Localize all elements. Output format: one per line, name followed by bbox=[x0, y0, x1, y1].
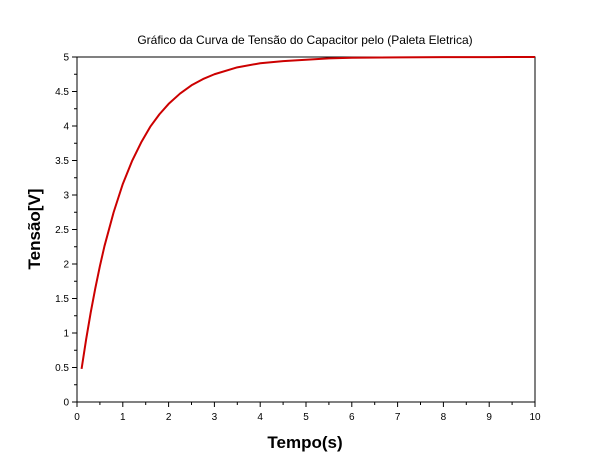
x-tick-label: 0 bbox=[74, 412, 80, 423]
y-tick-label: 3.5 bbox=[55, 156, 69, 167]
x-tick-label: 2 bbox=[166, 412, 172, 423]
x-tick-label: 4 bbox=[257, 412, 263, 423]
y-tick-label: 0 bbox=[63, 398, 69, 409]
y-tick-label: 3 bbox=[63, 191, 69, 202]
x-tick-label: 9 bbox=[486, 412, 492, 423]
series-line bbox=[80, 56, 536, 370]
x-tick-label: 3 bbox=[212, 412, 218, 423]
x-axis: 0 1 2 3 4 5 6 7 8 9 10 bbox=[74, 402, 541, 423]
x-tick-label: 8 bbox=[441, 412, 447, 423]
series-layer bbox=[80, 56, 536, 370]
y-tick-label: 4.5 bbox=[55, 87, 69, 98]
y-tick-label: 0.5 bbox=[55, 363, 69, 374]
chart-title: Gráfico da Curva de Tensão do Capacitor … bbox=[137, 33, 472, 47]
x-axis-label: Tempo(s) bbox=[267, 433, 342, 452]
y-axis: 0 0.5 1 1.5 2 2.5 3 3.5 4 4.5 5 bbox=[55, 53, 77, 409]
y-tick-label: 2.5 bbox=[55, 225, 69, 236]
y-tick-label: 1.5 bbox=[55, 294, 69, 305]
y-tick-label: 4 bbox=[63, 122, 69, 133]
y-tick-label: 5 bbox=[63, 53, 69, 64]
x-tick-label: 6 bbox=[349, 412, 355, 423]
x-tick-label: 5 bbox=[303, 412, 309, 423]
x-tick-label: 1 bbox=[120, 412, 126, 423]
x-tick-label: 7 bbox=[395, 412, 401, 423]
x-tick-label: 10 bbox=[529, 412, 541, 423]
y-tick-label: 1 bbox=[63, 329, 69, 340]
y-tick-label: 2 bbox=[63, 260, 69, 271]
y-axis-label: Tensão[V] bbox=[25, 189, 44, 270]
